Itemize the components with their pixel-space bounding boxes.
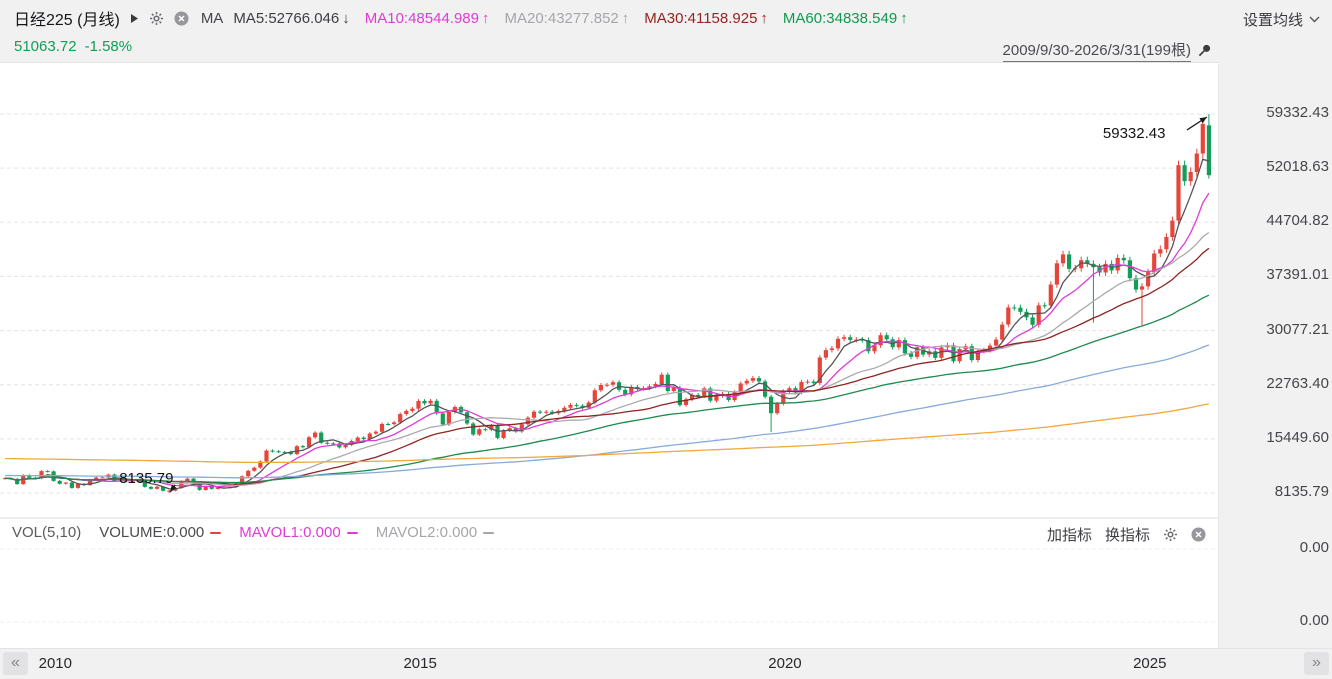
volume-dash-icon <box>210 531 222 534</box>
price-axis-label: 59332.43 <box>1266 104 1329 121</box>
ma-settings-button[interactable]: 设置均线 <box>1243 9 1320 30</box>
chart-toolbar: 日经225 (月线) MA MA5:52766.046 ↓ MA10:48544.… <box>0 0 1332 62</box>
volume-legend-item: VOLUME:0.000 <box>99 524 222 541</box>
mavol1-dash-icon <box>346 531 358 534</box>
ma60-legend: MA60:34838.549 ↑ <box>782 9 908 27</box>
ma10-legend: MA10:48544.989 ↑ <box>364 9 490 27</box>
chart-panel: 8135.79 59332.43 <box>0 62 1218 649</box>
change-percent: -1.58% <box>84 38 133 55</box>
ma20-legend: MA20:43277.852 ↑ <box>504 9 630 27</box>
mavol2-legend-item: MAVOL2:0.000 <box>376 524 495 541</box>
ma30-legend: MA30:41158.925 ↑ <box>644 9 768 27</box>
ma-legend: MA5:52766.046 ↓ MA10:48544.989 ↑ MA20:4327… <box>233 10 907 27</box>
vol-indicator-label: VOL(5,10) <box>12 524 82 541</box>
vol-gear-icon[interactable] <box>1163 527 1178 542</box>
price-axis-label: 15449.60 <box>1266 428 1329 446</box>
quote: 51063.72 -1.58% <box>14 38 140 55</box>
price-axis-label: 37391.01 <box>1266 266 1329 284</box>
volume-toolbar: 加指标 换指标 <box>1047 524 1206 545</box>
chevron-down-icon <box>1309 16 1320 23</box>
low-price-annotation: 8135.79 <box>119 470 173 487</box>
scroll-left-button[interactable]: « <box>3 652 28 675</box>
mavol1-legend-item: MAVOL1:0.000 <box>239 524 358 541</box>
x-axis-bar: « 2010 2015 2020 2025 » <box>0 648 1332 679</box>
gear-icon[interactable] <box>149 11 164 26</box>
date-range-text[interactable]: 2009/9/30-2026/3/31(199根) <box>1002 39 1191 62</box>
indicator-header: 日经225 (月线) MA MA5:52766.046 ↓ MA10:48544.… <box>14 6 908 30</box>
x-axis-label-2015: 2015 <box>403 655 437 672</box>
ma-line-ma5 <box>4 158 1210 490</box>
x-axis-label-2020: 2020 <box>768 655 802 672</box>
ma-line-ma10 <box>4 192 1210 488</box>
candlestick-chart[interactable]: 8135.79 59332.43 <box>0 63 1218 649</box>
price-axis: 59332.43 52018.63 44704.82 37391.01 30077.21… <box>1218 62 1332 648</box>
high-price-annotation: 59332.43 <box>1103 125 1166 142</box>
pin-icon[interactable] <box>1197 43 1212 58</box>
close-icon[interactable] <box>174 11 189 26</box>
price-axis-label: 52018.63 <box>1266 158 1329 176</box>
x-axis-label-2025: 2025 <box>1133 655 1167 672</box>
price-axis-label: 22763.40 <box>1266 374 1329 392</box>
volume-legend: VOL(5,10) VOLUME:0.000 MAVOL1:0.000 MAVO… <box>12 524 495 541</box>
price-axis-label: 30077.21 <box>1266 320 1329 338</box>
switch-indicator-button[interactable]: 换指标 <box>1104 527 1150 544</box>
volume-axis-label: 0.00 <box>1299 539 1329 556</box>
add-indicator-button[interactable]: 加指标 <box>1046 527 1092 544</box>
scroll-right-button[interactable]: » <box>1304 652 1329 675</box>
price-axis-label: 8135.79 <box>1274 483 1329 500</box>
ma5-legend: MA5:52766.046 ↓ <box>233 9 350 27</box>
mavol2-dash-icon <box>483 531 495 534</box>
symbol-title: 日经225 (月线) <box>14 12 120 29</box>
last-price: 51063.72 <box>14 38 77 55</box>
play-icon[interactable] <box>130 13 139 24</box>
x-axis-label-2010: 2010 <box>38 655 72 672</box>
price-axis-label: 44704.82 <box>1266 212 1329 230</box>
ma-line-ma120 <box>5 344 1210 479</box>
vol-close-icon[interactable] <box>1191 527 1206 542</box>
volume-axis-label: 0.00 <box>1299 612 1329 629</box>
ma-indicator-label: MA <box>200 9 224 27</box>
ma-line-ma20 <box>4 231 1210 487</box>
ma-line-ma250 <box>5 403 1210 464</box>
ma-line-ma30 <box>4 247 1210 485</box>
ma-line-ma60 <box>4 294 1210 484</box>
date-range[interactable]: 2009/9/30-2026/3/31(199根) <box>1002 39 1212 62</box>
